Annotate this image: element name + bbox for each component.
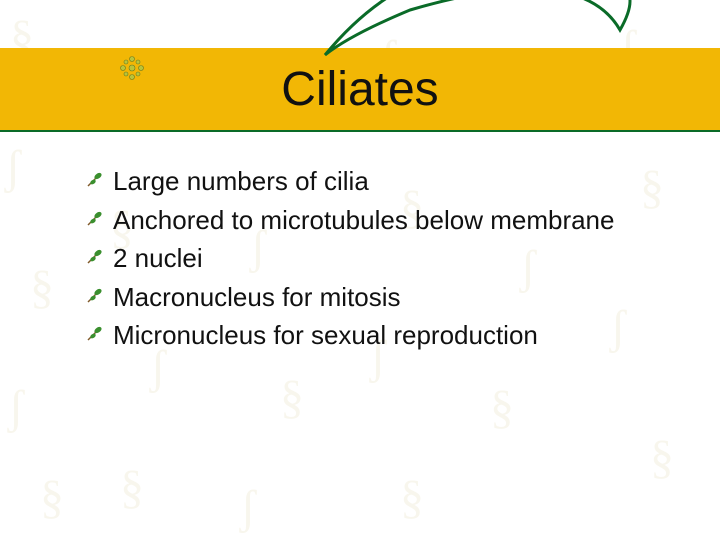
leaf-bullet-icon (85, 325, 103, 343)
bullet-text: 2 nuclei (113, 242, 203, 275)
swoosh-decoration (320, 0, 660, 90)
bullet-text: Macronucleus for mitosis (113, 281, 401, 314)
leaf-bullet-icon (85, 210, 103, 228)
list-item: 2 nuclei (85, 242, 680, 275)
list-item: Macronucleus for mitosis (85, 281, 680, 314)
accent-burst-icon (118, 54, 146, 82)
list-item: Anchored to microtubules below membrane (85, 204, 680, 237)
bullet-text: Anchored to microtubules below membrane (113, 204, 614, 237)
leaf-bullet-icon (85, 171, 103, 189)
list-item: Large numbers of cilia (85, 165, 680, 198)
leaf-bullet-icon (85, 248, 103, 266)
bullet-text: Large numbers of cilia (113, 165, 369, 198)
bullet-list: Large numbers of cilia Anchored to micro… (85, 165, 680, 358)
leaf-bullet-icon (85, 287, 103, 305)
bullet-text: Micronucleus for sexual reproduction (113, 319, 538, 352)
list-item: Micronucleus for sexual reproduction (85, 319, 680, 352)
